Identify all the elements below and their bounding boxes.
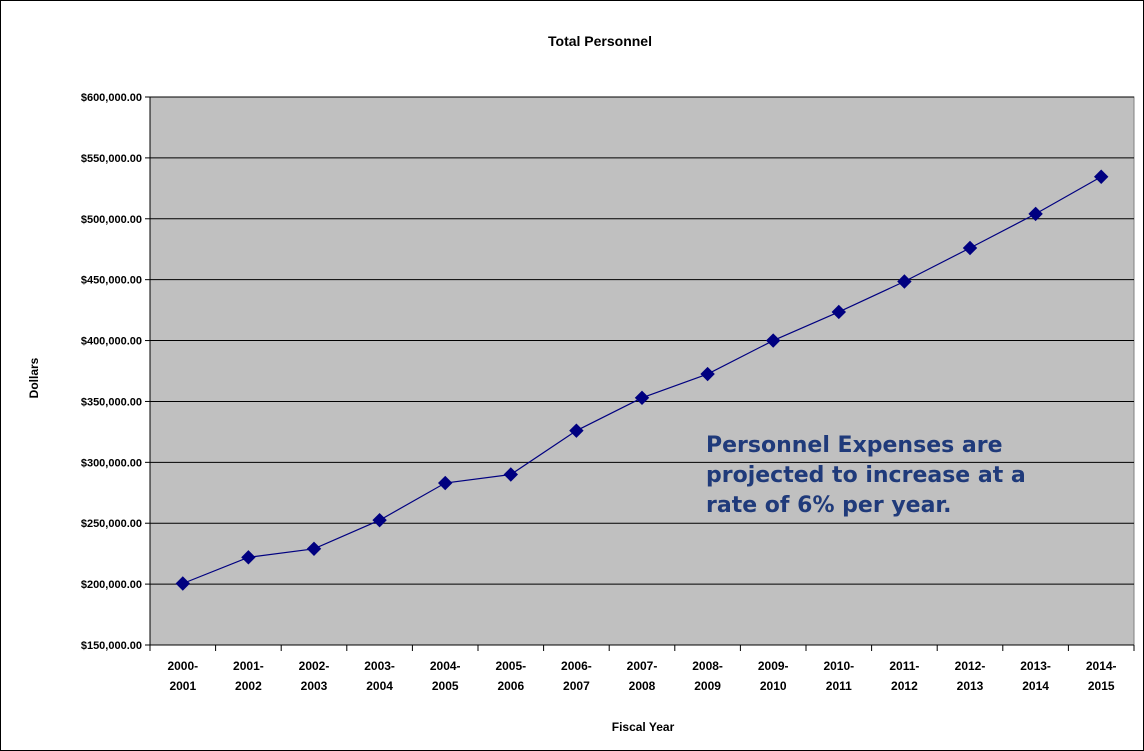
- x-tick-label: 2014-2015: [1086, 659, 1117, 693]
- data-point: [437, 475, 453, 491]
- data-point: [503, 467, 519, 482]
- data-point: [634, 390, 650, 405]
- data-point: [700, 366, 715, 382]
- annotation-line: projected to increase at a: [706, 463, 1026, 488]
- x-tick-label: 2004-2005: [430, 659, 461, 693]
- data-point: [765, 333, 781, 348]
- x-tick-label: 2006-2007: [561, 659, 592, 693]
- y-tick-label: $600,000.00: [81, 92, 142, 104]
- x-tick-label: 2010-2011: [823, 659, 854, 693]
- y-tick-label: $400,000.00: [81, 336, 142, 348]
- x-tick-label: 2003-2004: [364, 659, 395, 693]
- x-tick-label: 2012-2013: [955, 659, 986, 693]
- x-tick-label: 2011-2012: [889, 659, 919, 693]
- data-point: [1093, 169, 1109, 184]
- data-point: [372, 512, 387, 528]
- y-axis-label: Dollars: [27, 357, 41, 398]
- data-point: [175, 576, 191, 591]
- y-tick-label: $550,000.00: [81, 153, 142, 165]
- x-tick-label: 2013-2014: [1020, 659, 1051, 693]
- data-point: [1028, 206, 1043, 222]
- chart-title: Total Personnel: [548, 33, 652, 49]
- data-point: [962, 240, 978, 256]
- y-tick-label: $350,000.00: [81, 396, 142, 408]
- data-point: [897, 274, 912, 289]
- x-tick-label: 2007-2008: [627, 659, 658, 693]
- x-tick-label: 2000-2001: [167, 659, 198, 693]
- x-tick-label: 2001-2002: [233, 659, 264, 693]
- data-point: [569, 423, 584, 438]
- y-tick-label: $500,000.00: [81, 214, 142, 226]
- y-tick-label: $200,000.00: [81, 579, 142, 591]
- data-point: [831, 304, 847, 320]
- y-tick-label: $250,000.00: [81, 518, 142, 530]
- x-tick-label: 2008-2009: [692, 659, 723, 693]
- y-tick-label: $450,000.00: [81, 275, 142, 287]
- annotation-line: rate of 6% per year.: [706, 493, 952, 518]
- plot-area: $150,000.00 $200,000.00 $250,000.00 $300,00…: [81, 92, 1135, 693]
- annotation: Personnel Expenses are projected to incre…: [706, 433, 1026, 518]
- plot-background: [149, 96, 1135, 646]
- data-point: [306, 541, 322, 557]
- y-tick-label: $150,000.00: [81, 640, 142, 652]
- x-axis-label: Fiscal Year: [612, 720, 675, 734]
- x-tick-label: 2009-2010: [758, 659, 789, 693]
- y-tick-label: $300,000.00: [81, 457, 142, 469]
- annotation-line: Personnel Expenses are: [706, 433, 1002, 458]
- data-point: [241, 550, 256, 565]
- x-tick-label: 2002-2003: [299, 659, 330, 693]
- x-tick-label: 2005-2006: [495, 659, 526, 693]
